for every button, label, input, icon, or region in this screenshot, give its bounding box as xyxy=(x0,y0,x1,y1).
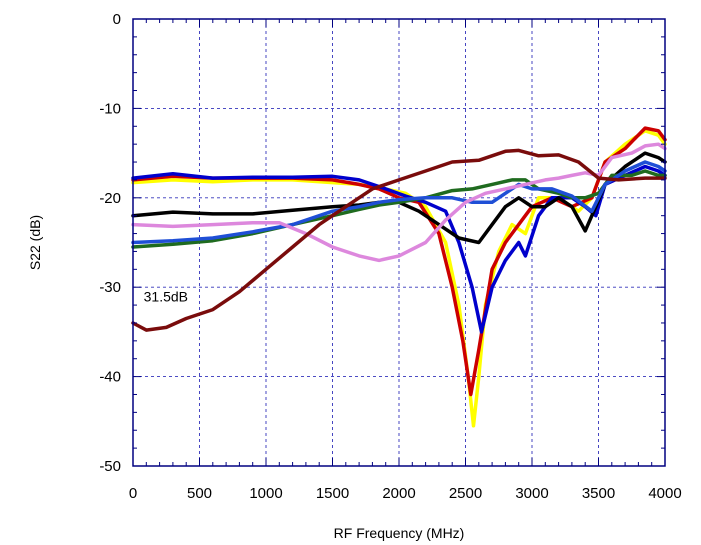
x-tick-label: 2000 xyxy=(382,485,415,502)
x-axis-label: RF Frequency (MHz) xyxy=(334,525,465,541)
annotation-label: 31.5dB xyxy=(144,289,188,305)
y-tick-label: 0 xyxy=(113,11,121,28)
x-tick-label: 0 xyxy=(129,485,137,502)
tick-marks xyxy=(132,18,666,467)
x-tick-label: 3000 xyxy=(515,485,548,502)
grid-lines xyxy=(133,19,665,466)
x-tick-label: 4000 xyxy=(648,485,681,502)
y-tick-label: -40 xyxy=(99,369,121,386)
x-tick-label: 1000 xyxy=(249,485,282,502)
tick-labels: 0 500 1000 1500 2000 2500 3000 3500 4000 0 -10 -20 -… xyxy=(99,11,681,502)
y-axis-label: S22 (dB) xyxy=(27,215,43,270)
x-tick-label: 3500 xyxy=(582,485,615,502)
series-line xyxy=(131,148,667,332)
y-tick-label: -20 xyxy=(99,190,121,207)
y-tick-label: -10 xyxy=(99,100,121,117)
x-tick-label: 500 xyxy=(187,485,212,502)
y-tick-label: -30 xyxy=(99,279,121,296)
series-line xyxy=(131,142,667,263)
x-tick-label: 2500 xyxy=(449,485,482,502)
series-lines xyxy=(131,126,667,428)
y-tick-label: -50 xyxy=(99,458,121,475)
x-tick-label: 1500 xyxy=(316,485,349,502)
